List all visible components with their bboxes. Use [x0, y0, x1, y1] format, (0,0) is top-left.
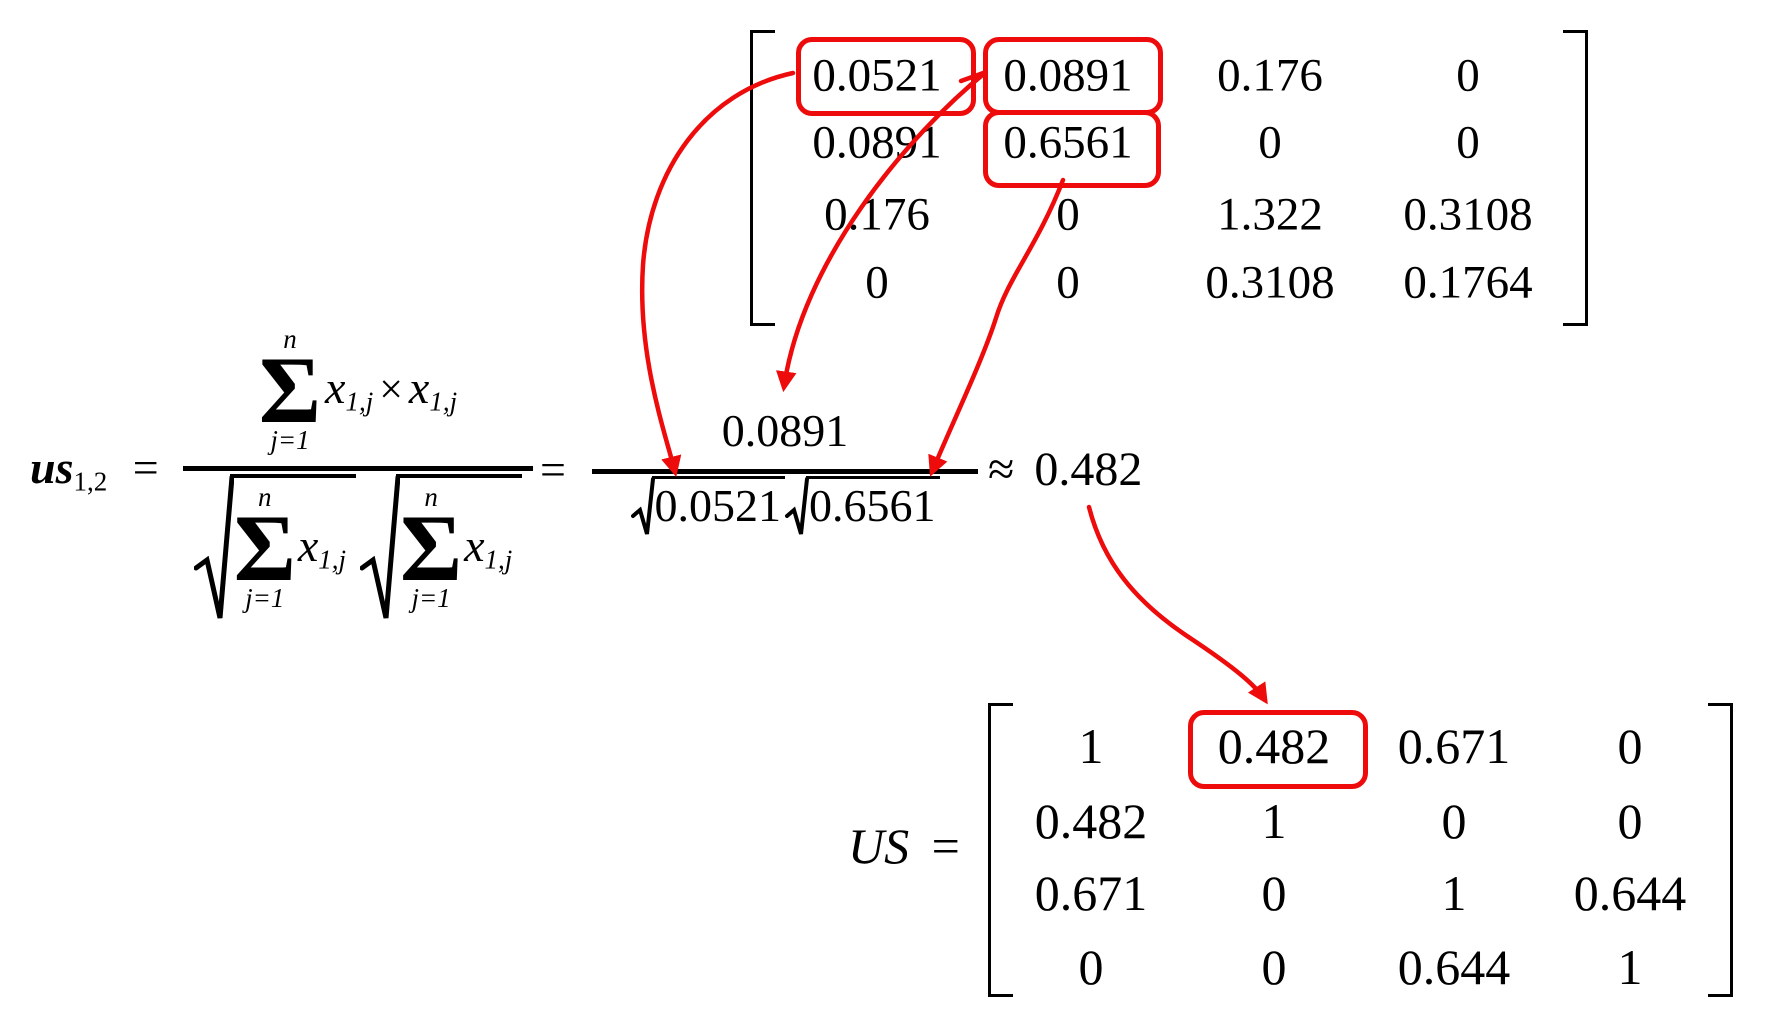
matrix-s-cell-r4c3: 0.3108: [1205, 256, 1335, 309]
symbolic-denominator: n Σ j=1 x1,j n Σ j=1 x1,j: [183, 471, 533, 626]
matrix-s-cell-r2c3: 0: [1258, 116, 1282, 169]
matrix-us-cell-r1c1: 1: [1078, 718, 1104, 774]
sigma-icon: Σ: [258, 337, 322, 443]
approx-sign: ≈: [988, 443, 1015, 496]
radical-sign-icon: [630, 476, 655, 535]
radical-sum-2: n Σ j=1 x1,j: [360, 474, 523, 626]
symbolic-numerator: n Σ j=1 x1,j × x1,j: [183, 326, 533, 466]
equals-sign-1: =: [132, 442, 159, 493]
matrix-s-cell-r2c4: 0: [1456, 116, 1480, 169]
matrix-s-cell-r1c2: 0.0891: [1003, 49, 1133, 102]
matrix-us-cell-r1c4: 0: [1617, 718, 1643, 774]
highlight-box-s-r2c2: [983, 110, 1161, 188]
matrix-s-cell-r2c2: 0.6561: [1003, 116, 1133, 169]
summation-operator: n Σ j=1: [400, 482, 463, 614]
numeric-denominator: 0.0521 0.6561: [592, 474, 978, 538]
term-x1j: x1,j: [408, 361, 458, 417]
matrix-us-cell-r1c3: 0.671: [1397, 718, 1511, 774]
matrix-us-label: US =: [848, 816, 960, 876]
matrix-us-cell-r3c1: 0.671: [1034, 865, 1148, 921]
matrix-s-cell-r4c2: 0: [1056, 256, 1080, 309]
matrix-s-right-bracket: [1563, 30, 1588, 326]
highlight-box-s-r1c2: [983, 37, 1163, 115]
matrix-s-cell-r3c2: 0: [1056, 188, 1080, 241]
matrix-s-left-bracket: [750, 30, 775, 326]
matrix-s-cell-r3c4: 0.3108: [1403, 188, 1533, 241]
highlight-box-us-r1c2: [1188, 710, 1368, 789]
numeric-fraction: 0.0891 0.0521 0.6561: [592, 405, 978, 538]
matrix-us-cell-r3c2: 0: [1261, 865, 1287, 921]
approx-result: ≈ 0.482: [988, 441, 1142, 499]
matrix-us-left-bracket: [988, 703, 1013, 997]
matrix-us-cell-r1c2: 0.482: [1217, 718, 1331, 774]
equals-sign-2: =: [540, 444, 566, 495]
matrix-us-cell-r4c4: 1: [1617, 939, 1643, 995]
matrix-us-equals: =: [931, 818, 960, 874]
matrix-us-cell-r4c3: 0.644: [1397, 939, 1511, 995]
matrix-us-cell-r2c1: 0.482: [1034, 793, 1148, 849]
matrix-s-cell-r4c4: 0.1764: [1403, 256, 1533, 309]
matrix-s-cell-r1c3: 0.176: [1217, 49, 1323, 102]
matrix-s-cell-r3c1: 0.176: [824, 188, 930, 241]
term-x1j: x1,j: [297, 519, 346, 575]
matrix-us-cell-r2c3: 0: [1441, 793, 1467, 849]
summation-operator: n Σ j=1: [233, 482, 296, 614]
radical-sign-icon: [360, 474, 400, 619]
formula-lhs-subscript: 1,2: [73, 466, 108, 497]
symbolic-fraction: n Σ j=1 x1,j × x1,j n Σ j=1 x1,: [183, 326, 533, 626]
sigma-icon: Σ: [233, 495, 296, 602]
matrix-us-cell-r3c3: 1: [1441, 865, 1467, 921]
formula-lhs-base: us: [30, 442, 74, 493]
sum-upper-limit: n: [283, 324, 297, 354]
formula-lhs: us1,2 =: [30, 440, 159, 498]
matrix-us-name: US: [848, 818, 910, 874]
matrix-s-cell-r4c1: 0: [865, 256, 889, 309]
radical-sum-1: n Σ j=1 x1,j: [193, 474, 356, 626]
highlight-box-s-r1c1: [796, 37, 976, 116]
result-value: 0.482: [1034, 443, 1143, 496]
summation-operator: n Σ j=1: [259, 326, 321, 454]
matrix-us-right-bracket: [1708, 703, 1733, 997]
radical-sign-icon: [785, 476, 809, 535]
matrix-us-cell-r2c4: 0: [1617, 793, 1643, 849]
fraction-bar: [183, 466, 533, 472]
radical-value-1: 0.0521: [630, 475, 785, 538]
matrix-s-cell-r2c1: 0.0891: [812, 116, 942, 169]
numeric-numerator: 0.0891: [721, 405, 849, 456]
term-x1j: x1,j: [464, 519, 513, 575]
matrix-us-cell-r4c1: 0: [1078, 939, 1104, 995]
arrow-result-to-us-matrix-icon: [1086, 504, 1268, 705]
matrix-s-cell-r3c3: 1.322: [1217, 188, 1323, 241]
multiplication-sign: ×: [379, 367, 403, 414]
radical-sign-icon: [193, 474, 234, 619]
matrix-us-cell-r3c4: 0.644: [1573, 865, 1687, 921]
term-x1j: x1,j: [325, 361, 374, 417]
radical-value-2: 0.6561: [785, 475, 940, 538]
sum-lower-limit: j=1: [270, 425, 310, 456]
matrix-us-cell-r4c2: 0: [1261, 939, 1287, 995]
matrix-s-cell-r1c4: 0: [1456, 49, 1480, 102]
matrix-us-cell-r2c2: 1: [1261, 793, 1287, 849]
sigma-icon: Σ: [400, 495, 463, 602]
